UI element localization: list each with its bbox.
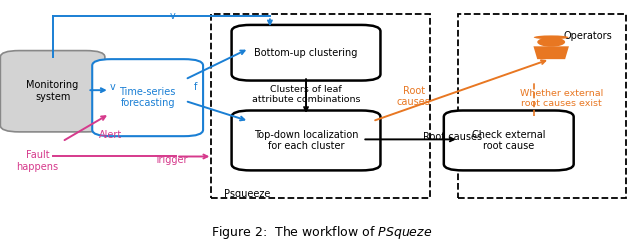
Text: Time-series
forecasting: Time-series forecasting bbox=[120, 87, 176, 108]
Text: v: v bbox=[110, 82, 116, 92]
FancyBboxPatch shape bbox=[232, 25, 380, 81]
FancyBboxPatch shape bbox=[1, 51, 105, 132]
Text: Figure 2:  The workflow of $\it{PSqueze}$: Figure 2: The workflow of $\it{PSqueze}$ bbox=[211, 224, 433, 240]
Text: Psqueeze: Psqueeze bbox=[223, 189, 270, 199]
Text: Root causes: Root causes bbox=[423, 132, 483, 142]
Text: f: f bbox=[193, 82, 197, 92]
Text: Operators: Operators bbox=[564, 31, 612, 41]
Text: Bottom-up clustering: Bottom-up clustering bbox=[254, 48, 358, 58]
FancyBboxPatch shape bbox=[92, 59, 203, 136]
Text: Fault
happens: Fault happens bbox=[17, 150, 59, 172]
Circle shape bbox=[537, 37, 565, 47]
FancyBboxPatch shape bbox=[232, 110, 380, 170]
Text: Alert: Alert bbox=[99, 130, 122, 140]
Text: Trigger: Trigger bbox=[154, 155, 188, 165]
Bar bbox=[458, 14, 626, 198]
Text: Top-down localization
for each cluster: Top-down localization for each cluster bbox=[254, 130, 358, 151]
Text: Monitoring
system: Monitoring system bbox=[26, 80, 79, 102]
Text: Root
causes: Root causes bbox=[397, 86, 431, 107]
Text: Whether external
root causes exist: Whether external root causes exist bbox=[520, 89, 603, 108]
Text: Check external
root cause: Check external root cause bbox=[472, 130, 545, 151]
Polygon shape bbox=[534, 46, 569, 59]
Ellipse shape bbox=[534, 36, 568, 39]
Text: v: v bbox=[170, 11, 176, 21]
Text: Clusters of leaf
attribute combinations: Clusters of leaf attribute combinations bbox=[252, 85, 360, 104]
FancyBboxPatch shape bbox=[444, 110, 573, 170]
Bar bbox=[211, 14, 429, 198]
